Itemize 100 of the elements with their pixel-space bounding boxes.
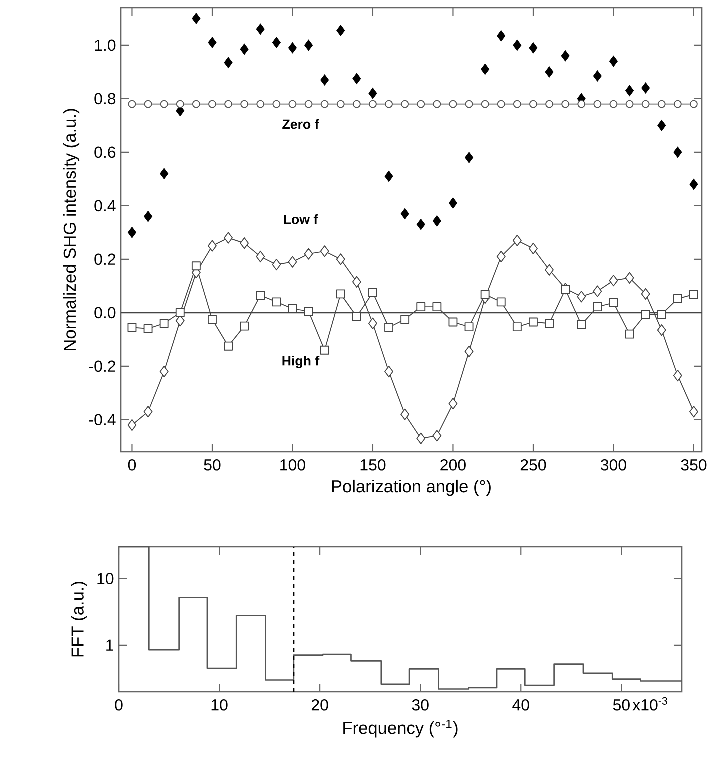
point: [240, 100, 249, 108]
point: [658, 120, 666, 132]
point: [481, 100, 490, 108]
point: [673, 294, 682, 304]
point: [497, 30, 506, 42]
point: [320, 246, 330, 258]
point: [593, 302, 602, 312]
point: [320, 74, 330, 86]
point: [176, 308, 185, 318]
point: [352, 100, 361, 108]
point: [690, 178, 698, 190]
point: [512, 234, 522, 246]
x-tick-label: 10: [212, 699, 228, 711]
point: [224, 57, 233, 68]
point: [400, 315, 410, 324]
point: [673, 370, 682, 382]
y-tick-label: 10: [98, 573, 114, 584]
series-label: High f: [282, 356, 320, 368]
point: [144, 406, 153, 418]
point: [144, 100, 152, 108]
point: [513, 100, 522, 108]
x-tick-label: 50: [613, 699, 630, 711]
y-axis-title: Normalized SHG intensity (a.u.): [63, 109, 80, 350]
point: [609, 298, 618, 308]
point: [400, 408, 410, 420]
point: [256, 250, 266, 263]
point: [416, 219, 426, 230]
point: [496, 250, 506, 263]
x-tick-label: 250: [520, 459, 546, 471]
point: [448, 318, 458, 327]
point: [657, 310, 666, 319]
point: [128, 419, 137, 432]
point: [288, 304, 298, 314]
point: [626, 85, 634, 97]
point: [400, 208, 410, 220]
point: [609, 56, 618, 68]
point: [224, 100, 232, 108]
point: [545, 66, 554, 78]
point: [288, 256, 298, 268]
point: [208, 315, 217, 324]
point: [658, 100, 666, 108]
y-axis-title: FFT (a.u.): [71, 582, 88, 657]
point: [577, 320, 586, 330]
point: [272, 37, 281, 48]
point: [128, 227, 136, 238]
point: [240, 238, 250, 250]
point: [480, 290, 490, 300]
point: [610, 100, 618, 108]
x-tick-label: 0: [115, 699, 123, 711]
point: [336, 25, 346, 36]
point: [320, 346, 330, 355]
point: [272, 298, 282, 307]
y-tick-label: -0.4: [89, 414, 116, 426]
point: [160, 366, 169, 378]
y-tick-label: 0.4: [94, 200, 116, 212]
point: [674, 146, 682, 158]
x-tick-label: 50: [204, 459, 221, 471]
point: [416, 432, 426, 444]
point: [368, 88, 378, 100]
point: [288, 42, 297, 54]
point: [272, 100, 281, 108]
x-axis-title: Frequency (°$^{-1}$): [344, 720, 458, 738]
point: [464, 346, 474, 358]
point: [642, 82, 650, 94]
point: [240, 322, 250, 331]
point: [609, 275, 618, 287]
point: [625, 330, 634, 339]
y-tick-label: -0.2: [89, 360, 116, 372]
point: [256, 291, 266, 300]
point: [352, 276, 362, 288]
point: [336, 254, 346, 266]
y-tick-label: 0.2: [94, 254, 116, 266]
point: [416, 302, 426, 312]
point: [304, 40, 314, 52]
point: [432, 430, 442, 442]
point: [529, 42, 538, 54]
point: [448, 398, 458, 410]
point: [288, 100, 297, 108]
y-tick-label: 0.6: [94, 146, 116, 158]
x-tick-label: 150: [360, 459, 386, 471]
point: [144, 211, 153, 222]
point: [336, 100, 345, 108]
point: [545, 319, 554, 328]
point: [304, 307, 314, 316]
point: [529, 318, 538, 327]
point: [433, 100, 442, 108]
point: [240, 44, 249, 56]
point: [128, 323, 137, 332]
point: [657, 324, 666, 336]
point: [192, 13, 201, 24]
point: [513, 40, 522, 52]
point: [594, 100, 602, 108]
x-tick-label: 350: [681, 459, 707, 471]
point: [320, 100, 329, 108]
point: [304, 100, 313, 108]
point: [432, 302, 442, 312]
point: [448, 198, 458, 209]
point: [481, 64, 490, 76]
point: [465, 100, 474, 108]
point: [417, 100, 426, 108]
